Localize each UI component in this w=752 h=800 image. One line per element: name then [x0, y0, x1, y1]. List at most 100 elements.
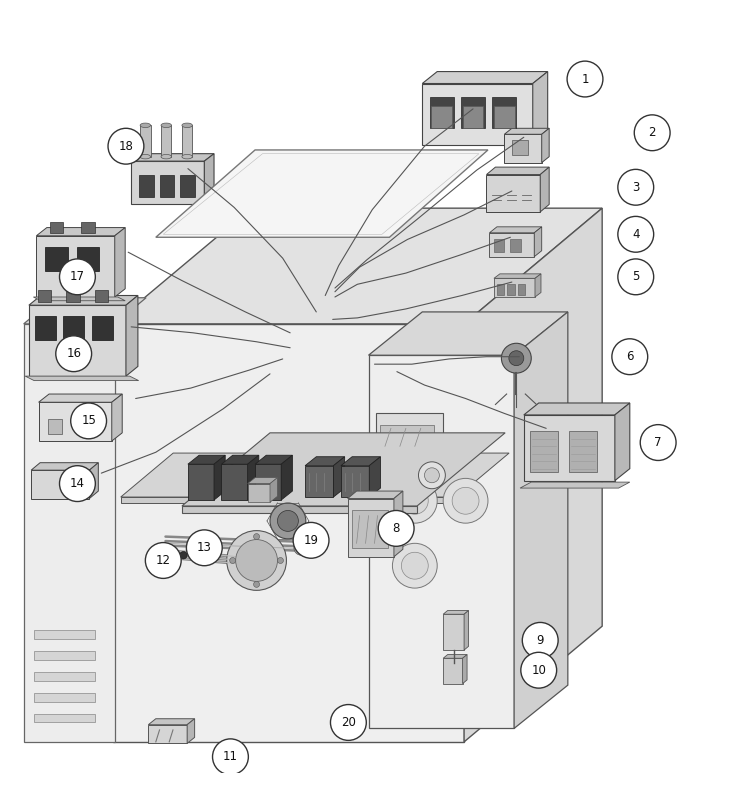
- Polygon shape: [182, 433, 505, 506]
- Polygon shape: [464, 208, 602, 742]
- Ellipse shape: [140, 154, 150, 159]
- Bar: [508, 283, 515, 294]
- Circle shape: [226, 530, 287, 590]
- Bar: [95, 290, 108, 302]
- Bar: [140, 126, 150, 157]
- Circle shape: [618, 170, 653, 205]
- Polygon shape: [89, 462, 99, 498]
- Bar: [494, 106, 515, 128]
- Circle shape: [229, 558, 235, 563]
- Circle shape: [277, 510, 299, 531]
- Circle shape: [59, 466, 96, 502]
- Circle shape: [253, 534, 259, 539]
- Circle shape: [634, 115, 670, 150]
- Polygon shape: [247, 455, 259, 500]
- Polygon shape: [423, 83, 532, 145]
- Ellipse shape: [161, 123, 171, 127]
- Bar: [77, 247, 99, 271]
- Bar: [34, 672, 96, 681]
- Ellipse shape: [161, 154, 171, 159]
- Circle shape: [618, 259, 653, 294]
- Bar: [494, 238, 505, 252]
- Bar: [35, 316, 56, 340]
- Circle shape: [277, 558, 284, 563]
- Polygon shape: [462, 654, 467, 684]
- Polygon shape: [255, 455, 293, 464]
- Polygon shape: [305, 457, 344, 466]
- Text: 10: 10: [531, 664, 546, 677]
- Text: 7: 7: [654, 436, 662, 449]
- Polygon shape: [131, 161, 205, 205]
- Polygon shape: [205, 154, 214, 205]
- Bar: [92, 316, 113, 340]
- Bar: [159, 174, 174, 197]
- Text: 6: 6: [626, 350, 633, 363]
- Polygon shape: [270, 478, 277, 502]
- Polygon shape: [505, 128, 549, 134]
- Polygon shape: [615, 403, 629, 481]
- Circle shape: [612, 338, 647, 374]
- Bar: [138, 174, 153, 197]
- Polygon shape: [541, 128, 549, 162]
- Text: 9: 9: [536, 634, 544, 647]
- Circle shape: [180, 551, 187, 559]
- Text: 4: 4: [632, 228, 639, 241]
- Circle shape: [502, 343, 531, 373]
- Polygon shape: [535, 274, 541, 297]
- Circle shape: [59, 259, 96, 294]
- Circle shape: [294, 540, 309, 555]
- Polygon shape: [29, 306, 126, 376]
- Bar: [497, 283, 505, 294]
- Bar: [518, 283, 526, 294]
- Polygon shape: [36, 227, 125, 236]
- Bar: [81, 222, 95, 233]
- Polygon shape: [156, 150, 488, 238]
- Text: 13: 13: [197, 542, 212, 554]
- Circle shape: [521, 652, 556, 688]
- Polygon shape: [188, 464, 214, 500]
- Circle shape: [79, 409, 94, 424]
- Circle shape: [567, 61, 603, 97]
- Bar: [182, 506, 417, 514]
- Polygon shape: [532, 71, 547, 145]
- Bar: [34, 630, 96, 639]
- Polygon shape: [368, 355, 514, 729]
- Circle shape: [378, 510, 414, 546]
- Ellipse shape: [140, 123, 150, 127]
- Polygon shape: [188, 455, 225, 464]
- Polygon shape: [443, 658, 462, 684]
- Text: 18: 18: [119, 140, 133, 153]
- Bar: [511, 238, 521, 252]
- Polygon shape: [255, 464, 281, 500]
- Polygon shape: [520, 482, 629, 488]
- Circle shape: [418, 462, 445, 489]
- Polygon shape: [114, 208, 602, 324]
- Text: 20: 20: [341, 716, 356, 729]
- Polygon shape: [148, 718, 195, 725]
- Polygon shape: [23, 298, 146, 324]
- Polygon shape: [247, 484, 270, 502]
- Polygon shape: [114, 324, 464, 742]
- Polygon shape: [115, 227, 125, 297]
- Circle shape: [330, 705, 366, 740]
- Polygon shape: [490, 233, 534, 257]
- Text: 16: 16: [66, 347, 81, 360]
- Polygon shape: [347, 498, 394, 557]
- Polygon shape: [214, 455, 225, 500]
- Bar: [529, 430, 558, 472]
- Bar: [180, 174, 196, 197]
- Bar: [462, 106, 484, 128]
- Circle shape: [235, 539, 277, 582]
- Polygon shape: [341, 466, 369, 497]
- Circle shape: [618, 216, 653, 252]
- Bar: [50, 222, 63, 233]
- Bar: [34, 693, 96, 702]
- Bar: [461, 97, 485, 128]
- Circle shape: [166, 551, 174, 559]
- Polygon shape: [31, 462, 99, 470]
- Text: 14: 14: [70, 477, 85, 490]
- Bar: [512, 140, 528, 155]
- Bar: [121, 497, 456, 503]
- Polygon shape: [368, 312, 568, 355]
- Polygon shape: [505, 134, 541, 162]
